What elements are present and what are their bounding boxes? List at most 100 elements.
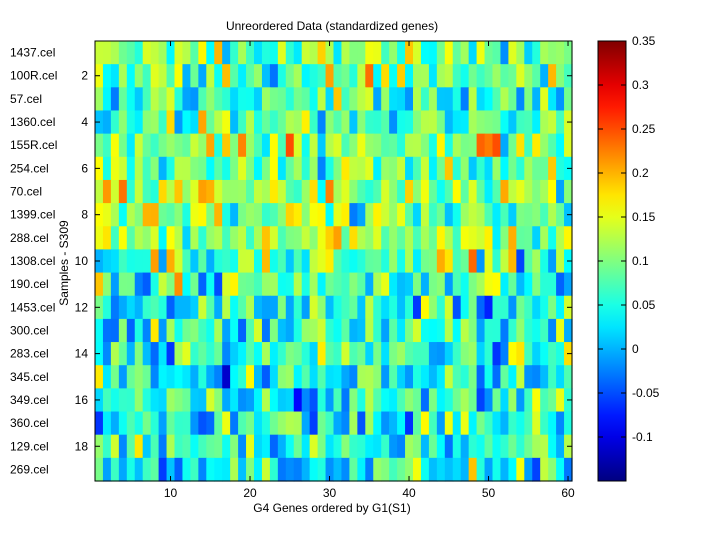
heatmap-cell: [206, 133, 215, 158]
heatmap-cell: [556, 64, 565, 88]
heatmap-cell: [540, 87, 549, 112]
heatmap-cell: [365, 87, 374, 112]
heatmap-cell: [420, 110, 430, 135]
heatmap-cell: [428, 272, 438, 297]
heatmap-cell: [317, 342, 327, 366]
heatmap-cell: [309, 272, 319, 297]
heatmap-cell: [341, 226, 350, 251]
heatmap-cell: [182, 133, 191, 158]
heatmap-cell: [206, 365, 215, 389]
heatmap-cell: [222, 342, 231, 366]
heatmap-cell: [452, 365, 462, 389]
heatmap-cell: [532, 203, 541, 227]
heatmap-cell: [548, 203, 557, 227]
heatmap-cell: [230, 434, 239, 459]
heatmap-cell: [397, 156, 406, 181]
heatmap-cell: [444, 434, 454, 459]
y-tick-label: 18: [75, 439, 89, 453]
heatmap-cell: [206, 110, 215, 135]
heatmap-cell: [246, 41, 255, 65]
heatmap-cell: [444, 388, 454, 413]
heatmap-cell: [166, 342, 176, 366]
heatmap-cell: [341, 64, 350, 88]
heatmap-cell: [150, 64, 160, 88]
heatmap-cell: [110, 226, 120, 251]
heatmap-cell: [206, 318, 215, 343]
heatmap-cell: [214, 156, 223, 181]
heatmap-cell: [397, 64, 406, 88]
heatmap-cell: [95, 41, 104, 65]
heatmap-cell: [158, 41, 168, 65]
heatmap-cell: [556, 457, 565, 482]
heatmap-cell: [174, 64, 184, 88]
heatmap-cell: [460, 156, 470, 181]
heatmap-cell: [540, 179, 549, 204]
colorbar-tick-label: 0: [632, 342, 639, 356]
heatmap-cell: [548, 342, 557, 366]
heatmap-cell: [118, 342, 128, 366]
heatmap-cell: [269, 388, 279, 413]
row-label: 300.cel: [10, 323, 49, 337]
heatmap-cell: [381, 318, 390, 343]
heatmap-cell: [158, 249, 168, 274]
heatmap-cell: [222, 64, 231, 88]
heatmap-cell: [166, 365, 176, 389]
heatmap-cell: [190, 133, 199, 158]
heatmap-cell: [246, 226, 255, 251]
heatmap-cell: [190, 457, 199, 482]
heatmap-cell: [158, 388, 168, 413]
heatmap-cell: [254, 342, 263, 366]
heatmap-cell: [254, 434, 263, 459]
heatmap-cell: [492, 249, 502, 274]
heatmap-cell: [230, 342, 239, 366]
heatmap-cell: [381, 434, 390, 459]
chart-title: Unreordered Data (standardized genes): [226, 19, 438, 33]
heatmap-cell: [293, 156, 303, 181]
heatmap-cell: [468, 365, 478, 389]
heatmap-cell: [95, 179, 104, 204]
heatmap-cell: [110, 295, 120, 320]
heatmap-cell: [198, 87, 207, 112]
heatmap-cell: [230, 156, 239, 181]
heatmap-cell: [142, 64, 152, 88]
heatmap-cell: [174, 411, 184, 436]
heatmap-cell: [277, 434, 287, 459]
heatmap-cell: [238, 295, 247, 320]
heatmap-cells: [95, 41, 573, 482]
heatmap-cell: [325, 41, 335, 65]
heatmap-cell: [365, 411, 374, 436]
heatmap-cell: [341, 295, 350, 320]
heatmap-cell: [476, 64, 486, 88]
heatmap-cell: [500, 457, 509, 482]
heatmap-cell: [293, 457, 303, 482]
heatmap-cell: [420, 64, 430, 88]
heatmap-cell: [325, 156, 335, 181]
heatmap-cell: [428, 457, 438, 482]
heatmap-cell: [214, 87, 223, 112]
heatmap-cell: [206, 226, 215, 251]
heatmap-cell: [564, 133, 573, 158]
heatmap-cell: [134, 342, 144, 366]
heatmap-cell: [413, 226, 422, 251]
heatmap-cell: [381, 365, 390, 389]
heatmap-cell: [357, 272, 366, 297]
heatmap-cell: [341, 41, 350, 65]
heatmap-cell: [238, 388, 247, 413]
heatmap-cell: [405, 318, 414, 343]
heatmap-cell: [317, 87, 327, 112]
heatmap-cell: [166, 64, 176, 88]
heatmap-cell: [142, 179, 152, 204]
heatmap-cell: [349, 64, 358, 88]
row-label: 254.cel: [10, 161, 49, 175]
heatmap-cell: [174, 41, 184, 65]
heatmap-cell: [484, 156, 494, 181]
heatmap-cell: [214, 203, 223, 227]
heatmap-cell: [357, 411, 366, 436]
heatmap-cell: [452, 226, 462, 251]
heatmap-cell: [532, 411, 541, 436]
heatmap-cell: [373, 133, 382, 158]
heatmap-cell: [413, 434, 422, 459]
heatmap-cell: [436, 434, 446, 459]
heatmap-cell: [230, 41, 239, 65]
heatmap-cell: [158, 365, 168, 389]
